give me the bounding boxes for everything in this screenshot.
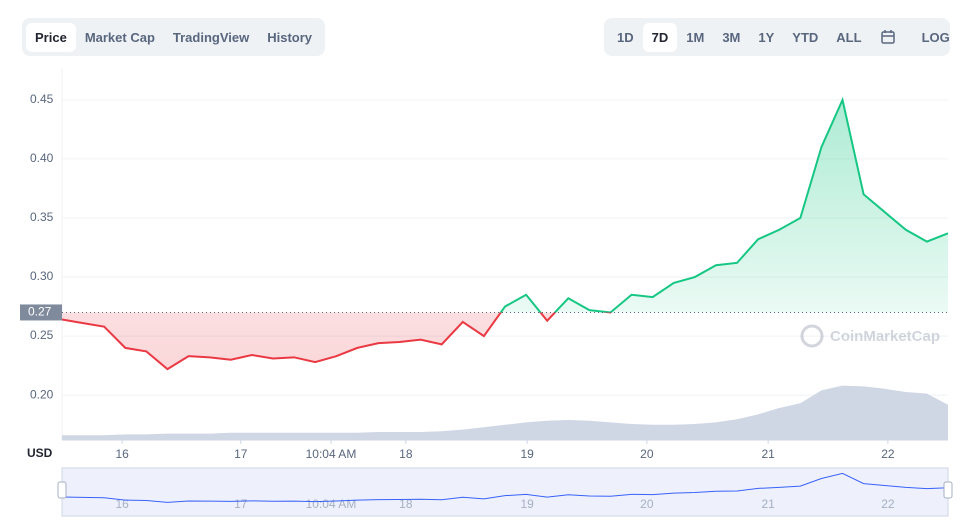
price-area-down (62, 312, 555, 370)
range-button[interactable]: YTD (792, 29, 819, 45)
range-button[interactable]: 1Y (758, 29, 775, 45)
price-line-down (61, 312, 613, 371)
y-tick-label: 0.40 (30, 151, 54, 165)
y-tick-label: 0.45 (30, 92, 54, 106)
navigator-handle[interactable] (943, 481, 953, 499)
watermark: CoinMarketCap (800, 324, 940, 348)
y-tick-label: 0.25 (30, 328, 54, 342)
volume-area (62, 385, 948, 440)
x-tick-label: 19 (520, 447, 534, 461)
range-button[interactable]: 1M (686, 29, 705, 45)
baseline-badge (20, 304, 62, 321)
watermark-text: CoinMarketCap (830, 328, 940, 345)
navigator-tick-label: 18 (399, 497, 413, 511)
x-tick-label: 18 (399, 447, 413, 461)
navigator-tick-label: 20 (640, 497, 654, 511)
navigator-line (61, 472, 949, 503)
range-button[interactable]: ALL (836, 29, 862, 45)
log-button[interactable]: LOG (921, 29, 950, 45)
tab-button[interactable]: Market Cap (84, 29, 155, 45)
navigator-tick-label: 19 (520, 497, 534, 511)
tab-button[interactable]: History (267, 29, 313, 45)
y-tick-label: 0.35 (30, 210, 54, 224)
y-tick-label: 0.20 (30, 387, 54, 401)
tab-button[interactable]: Price (26, 22, 76, 52)
x-tick-label: 20 (640, 447, 654, 461)
price-line-up (499, 96, 949, 313)
x-tick-label: 22 (881, 447, 895, 461)
navigator-tick-label: 16 (115, 497, 129, 511)
x-tick-label: 21 (761, 447, 775, 461)
range-button[interactable]: 1D (617, 29, 634, 45)
range-button[interactable]: 3M (722, 29, 741, 45)
navigator-handle[interactable] (57, 481, 67, 499)
tab-button[interactable]: TradingView (172, 29, 250, 45)
navigator-tick-label: 10:04 AM (306, 497, 357, 511)
calendar-button[interactable] (871, 22, 905, 52)
y-tick-label: 0.30 (30, 269, 54, 283)
calendar-icon (880, 30, 895, 44)
x-tick-label: 10:04 AM (306, 447, 357, 461)
navigator-tick-label: 22 (881, 497, 895, 511)
navigator-tick-label: 17 (234, 497, 248, 511)
currency-label: USD (27, 446, 53, 460)
navigator-bg (61, 467, 949, 517)
range-button[interactable]: 7D (642, 22, 678, 52)
tab-group: Price Market Cap TradingView History (22, 18, 326, 56)
baseline-label: 0.27 (28, 305, 52, 319)
x-tick-label: 16 (115, 447, 129, 461)
x-tick-label: 17 (234, 447, 248, 461)
price-area-up (62, 99, 948, 313)
range-group: 1D 7D 1M 3M 1Y YTD ALL LOG (604, 18, 950, 56)
navigator-tick-label: 21 (761, 497, 775, 511)
watermark-logo (800, 324, 824, 348)
